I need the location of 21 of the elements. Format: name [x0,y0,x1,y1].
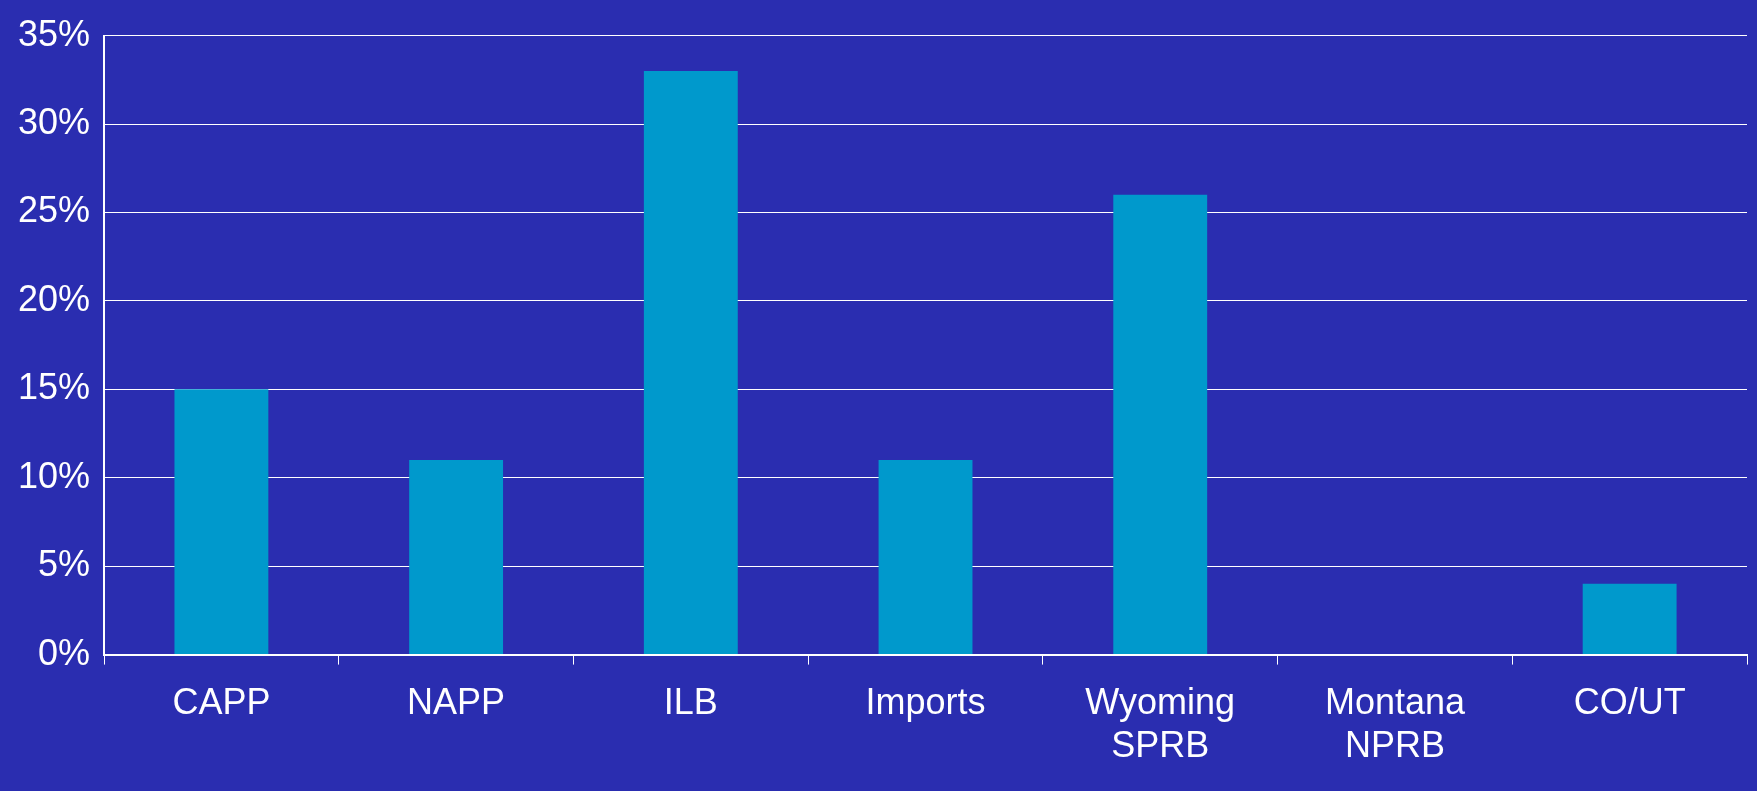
x-tick-label: Wyoming SPRB [1085,681,1236,766]
x-tick-label: Montana NPRB [1324,681,1466,766]
y-tick-label: 0% [38,631,91,673]
x-tick-label: CO/UT [1573,681,1686,723]
bar [174,389,269,655]
bar [1582,583,1677,655]
y-tick-label: 20% [17,277,91,319]
x-tick-label: ILB [663,681,718,723]
y-tick-label: 5% [38,543,91,585]
y-tick-label: 10% [17,454,91,496]
x-tick-label: Imports [865,681,986,723]
bar [1113,194,1208,655]
y-tick-label: 15% [17,366,91,408]
x-tick-label: CAPP [172,681,271,723]
bar [643,70,738,655]
y-tick-label: 30% [17,100,91,142]
bar [878,460,973,655]
bar [409,460,504,655]
y-tick-label: 35% [17,12,91,54]
x-tick-label: NAPP [407,681,506,723]
y-tick-label: 25% [17,189,91,231]
